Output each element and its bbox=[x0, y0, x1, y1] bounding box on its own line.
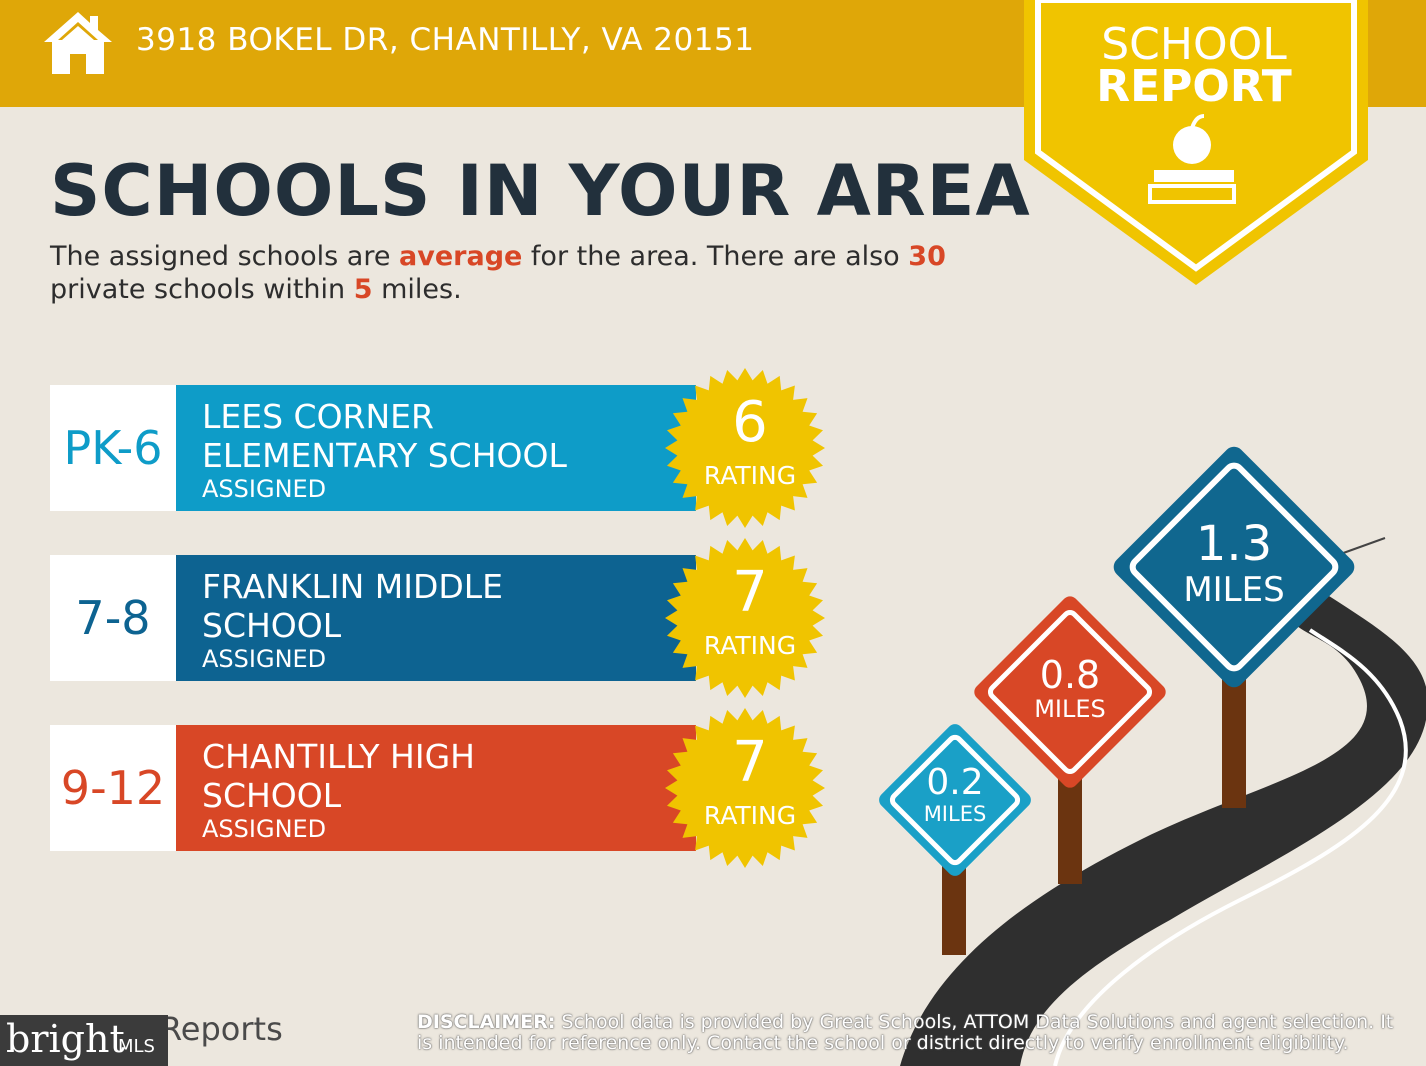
area-description: The assigned schools are average for the… bbox=[50, 240, 1010, 306]
disclaimer-text: School data is provided by Great Schools… bbox=[417, 1011, 1394, 1054]
school-name-line1: LEES CORNER bbox=[202, 397, 434, 436]
rating-seal-icon bbox=[665, 708, 825, 868]
property-address: 3918 BOKEL DR, CHANTILLY, VA 20151 bbox=[136, 22, 755, 58]
school-name-line2: SCHOOL bbox=[202, 606, 342, 645]
desc-text-1: The assigned schools are bbox=[50, 241, 400, 272]
rating-label: RATING bbox=[703, 801, 797, 830]
disclaimer-label: DISCLAIMER: bbox=[417, 1011, 556, 1033]
assigned-status: ASSIGNED bbox=[202, 645, 327, 673]
grade-range: 9-12 bbox=[50, 725, 176, 851]
home-icon bbox=[44, 12, 112, 74]
school-bar: LEES CORNER ELEMENTARY SCHOOL ASSIGNED bbox=[176, 385, 696, 511]
school-bar: FRANKLIN MIDDLE SCHOOL ASSIGNED bbox=[176, 555, 696, 681]
mls-logo-text: MLS bbox=[118, 1036, 155, 1057]
road bbox=[900, 590, 1426, 1066]
school-name-line2: SCHOOL bbox=[202, 776, 342, 815]
sign-unit: MILES bbox=[923, 802, 987, 826]
disclaimer: DISCLAIMER: School data is provided by G… bbox=[417, 1012, 1397, 1054]
private-count: 30 bbox=[908, 241, 946, 272]
school-row-high[interactable]: 9-12 CHANTILLY HIGH SCHOOL ASSIGNED 7 RA… bbox=[50, 708, 825, 868]
bright-mls-logo bbox=[0, 1015, 168, 1066]
badge-line2: REPORT bbox=[1096, 61, 1292, 112]
school-row-elementary[interactable]: PK-6 LEES CORNER ELEMENTARY SCHOOL ASSIG… bbox=[50, 368, 825, 528]
school-row-middle[interactable]: 7-8 FRANKLIN MIDDLE SCHOOL ASSIGNED 7 RA… bbox=[50, 538, 825, 698]
sign-value: 0.2 bbox=[926, 762, 984, 803]
badge-title: SCHOOL REPORT bbox=[1024, 23, 1364, 112]
school-name-line2: ELEMENTARY SCHOOL bbox=[202, 436, 567, 475]
sign-unit: MILES bbox=[1034, 695, 1106, 723]
sign-0.2-label: 0.2 MILES bbox=[905, 762, 1005, 827]
grade-range: 7-8 bbox=[50, 555, 176, 681]
school-bar: CHANTILLY HIGH SCHOOL ASSIGNED bbox=[176, 725, 696, 851]
sign-0.8-label: 0.8 MILES bbox=[1015, 655, 1125, 723]
rating-seal-icon bbox=[665, 368, 825, 528]
distance-sign-0.2 bbox=[879, 724, 1031, 876]
assigned-status: ASSIGNED bbox=[202, 475, 327, 503]
rating-label: RATING bbox=[703, 631, 797, 660]
assigned-status: ASSIGNED bbox=[202, 815, 327, 843]
school-name: LEES CORNER ELEMENTARY SCHOOL bbox=[202, 397, 567, 475]
sign-unit: MILES bbox=[1183, 570, 1285, 610]
grade-range: PK-6 bbox=[50, 385, 176, 511]
rating-value: 7 bbox=[732, 730, 768, 795]
school-name: FRANKLIN MIDDLE SCHOOL bbox=[202, 567, 503, 645]
reports-logo-text: Reports bbox=[160, 1010, 283, 1048]
rating-seal-icon bbox=[665, 538, 825, 698]
school-name-line1: FRANKLIN MIDDLE bbox=[202, 567, 504, 606]
road-illustration bbox=[879, 446, 1426, 1066]
apple-books-icon bbox=[1148, 114, 1236, 204]
desc-text-4: miles. bbox=[372, 274, 462, 305]
distance-sign-0.8 bbox=[974, 596, 1166, 788]
school-report-badge bbox=[1024, 0, 1368, 285]
school-name: CHANTILLY HIGH SCHOOL bbox=[202, 737, 475, 815]
school-name-line1: CHANTILLY HIGH bbox=[202, 737, 475, 776]
rating-label: RATING bbox=[703, 461, 797, 490]
rating-value: 7 bbox=[732, 560, 768, 625]
distance-sign-1.3 bbox=[1113, 446, 1355, 688]
desc-text-2: for the area. There are also bbox=[522, 241, 909, 272]
bright-logo-text: bright bbox=[6, 1017, 125, 1061]
page-title: SCHOOLS IN YOUR AREA bbox=[50, 150, 1031, 232]
sign-value: 0.8 bbox=[1039, 653, 1101, 697]
badge-line1: SCHOOL bbox=[1101, 19, 1287, 70]
rating-value: 6 bbox=[732, 390, 768, 455]
sign-value: 1.3 bbox=[1195, 516, 1273, 572]
sign-1.3-label: 1.3 MILES bbox=[1164, 518, 1304, 610]
radius-miles: 5 bbox=[353, 274, 373, 305]
desc-text-3: private schools within bbox=[50, 274, 354, 305]
rating-word: average bbox=[399, 241, 523, 272]
